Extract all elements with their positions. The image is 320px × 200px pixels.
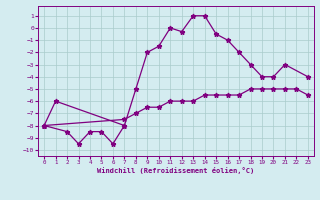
X-axis label: Windchill (Refroidissement éolien,°C): Windchill (Refroidissement éolien,°C) (97, 167, 255, 174)
